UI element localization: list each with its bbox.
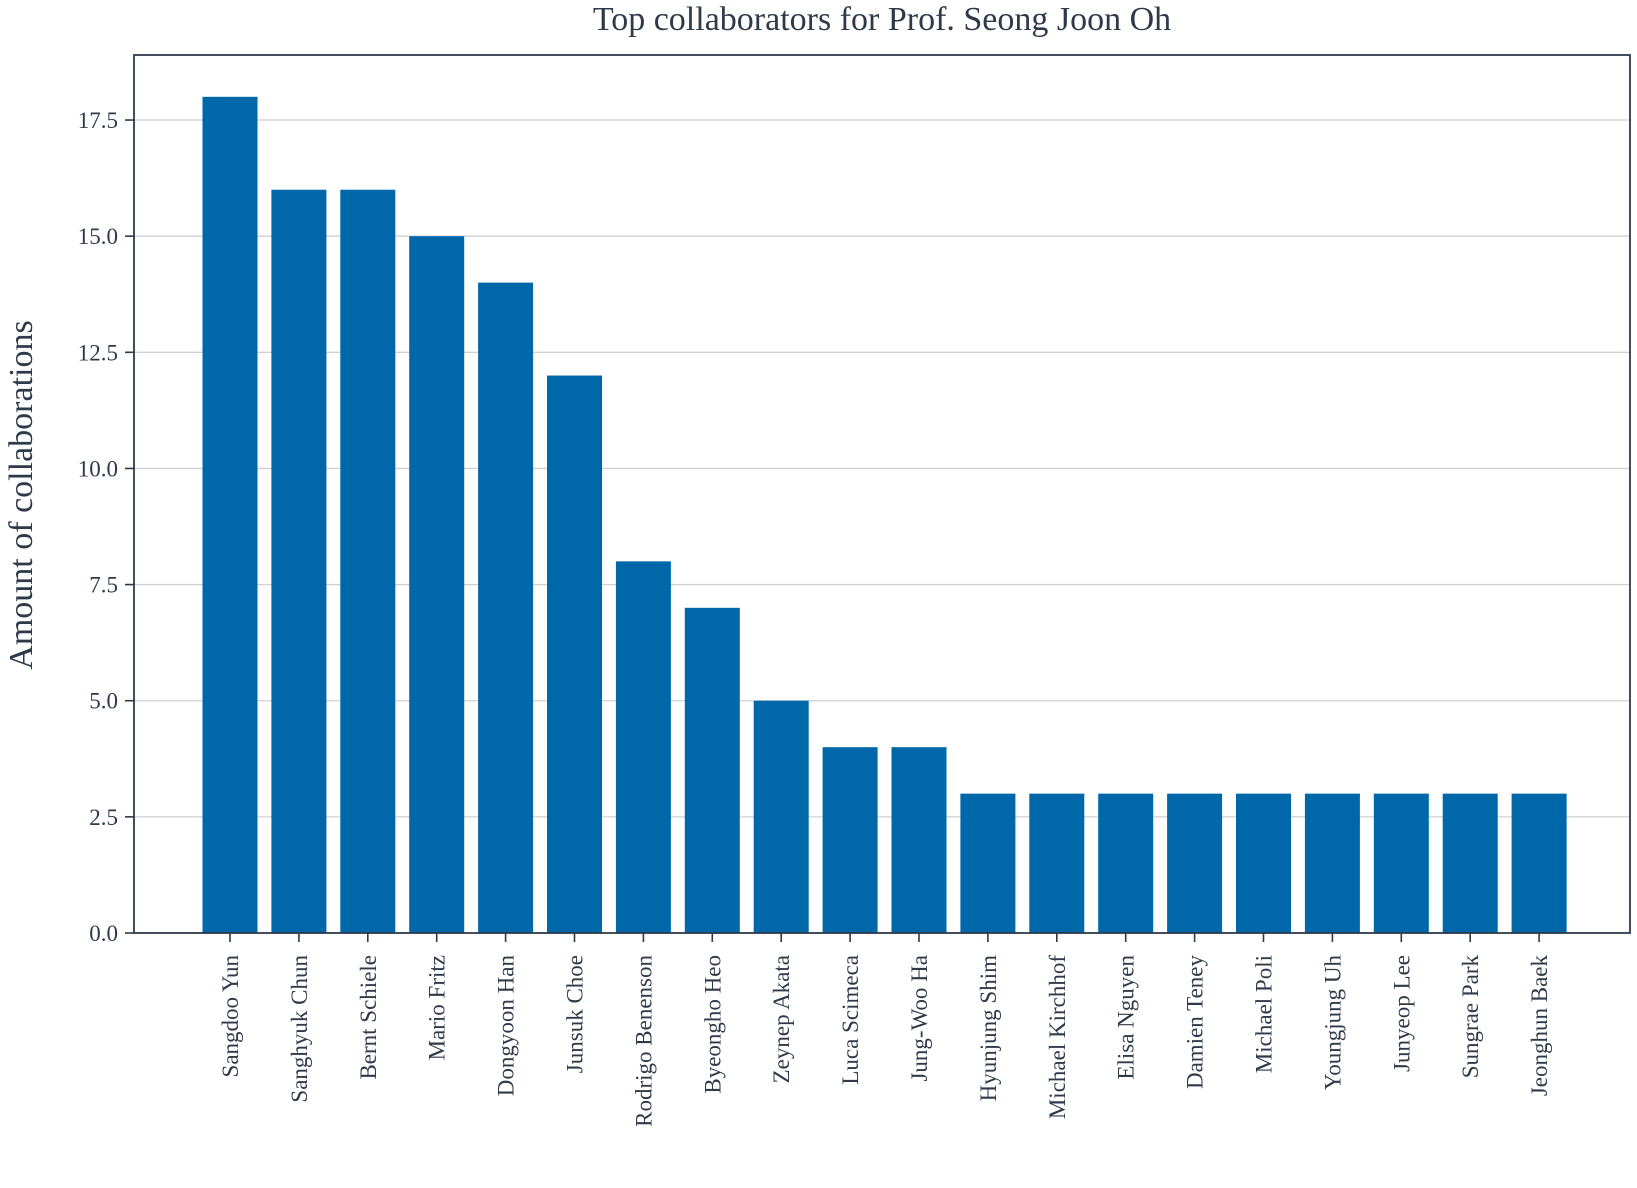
bar <box>822 747 878 933</box>
bar <box>271 189 327 933</box>
bar <box>1098 793 1154 933</box>
y-tick-label: 15.0 <box>78 224 118 249</box>
x-tick-label: Elisa Nguyen <box>1114 955 1139 1080</box>
x-tick-label: Bernt Schiele <box>356 955 381 1080</box>
x-tick-label: Dongyoon Han <box>494 955 519 1097</box>
y-tick-label: 5.0 <box>89 689 118 714</box>
x-tick-label: Junyeop Lee <box>1389 955 1414 1072</box>
x-tick-label: Sungrae Park <box>1458 955 1483 1079</box>
x-tick-label: Mario Fritz <box>425 955 450 1060</box>
y-axis-ticks: 0.0 2.5 5.0 7.5 10.0 12.5 15.0 17.5 <box>78 108 134 946</box>
x-tick-label: Michael Kirchhof <box>1045 955 1070 1119</box>
chart-title: Top collaborators for Prof. Seong Joon O… <box>593 1 1171 38</box>
x-tick-label: Michael Poli <box>1252 955 1277 1073</box>
bar <box>1442 793 1498 933</box>
x-tick-label: Sangdoo Yun <box>218 955 243 1078</box>
axes <box>133 54 1631 934</box>
bar <box>891 747 947 933</box>
x-axis-ticks: Sangdoo Yun Sanghyuk Chun Bernt Schiele Mar… <box>218 933 1552 1127</box>
bar <box>960 793 1016 933</box>
plot-frame <box>133 54 1631 934</box>
bar <box>753 700 809 933</box>
bar <box>409 236 465 933</box>
bar <box>1373 793 1429 933</box>
y-tick-label: 0.0 <box>89 921 118 946</box>
x-tick-label: Youngjung Uh <box>1320 955 1345 1091</box>
bar <box>340 189 396 933</box>
y-tick-label: 2.5 <box>89 805 118 830</box>
bar <box>1029 793 1085 933</box>
x-tick-label: Hyunjung Shim <box>976 955 1001 1101</box>
x-tick-label: Sanghyuk Chun <box>287 955 312 1103</box>
bar <box>1304 793 1360 933</box>
y-tick-label: 10.0 <box>78 456 118 481</box>
x-tick-label: Byeongho Heo <box>700 955 725 1094</box>
y-tick-label: 12.5 <box>78 340 118 365</box>
y-tick-label: 7.5 <box>89 573 118 598</box>
x-tick-label: Jung-Woo Ha <box>907 955 932 1082</box>
bar <box>684 607 740 933</box>
bars <box>202 96 1567 934</box>
bar <box>1167 793 1223 933</box>
x-tick-label: Rodrigo Benenson <box>631 955 656 1127</box>
y-axis-label: Amount of collaborations <box>3 320 40 669</box>
bar <box>478 282 534 933</box>
x-tick-label: Zeynep Akata <box>769 955 794 1083</box>
bar <box>615 561 671 933</box>
x-tick-label: Junsuk Choe <box>563 955 588 1073</box>
bar <box>547 375 602 933</box>
x-tick-label: Luca Scimeca <box>838 955 863 1085</box>
x-tick-label: Jeonghun Baek <box>1527 955 1552 1097</box>
bar <box>1236 793 1291 933</box>
bar <box>202 96 258 934</box>
y-tick-label: 17.5 <box>78 108 118 133</box>
bar <box>1511 793 1567 933</box>
x-tick-label: Damien Teney <box>1183 955 1208 1090</box>
